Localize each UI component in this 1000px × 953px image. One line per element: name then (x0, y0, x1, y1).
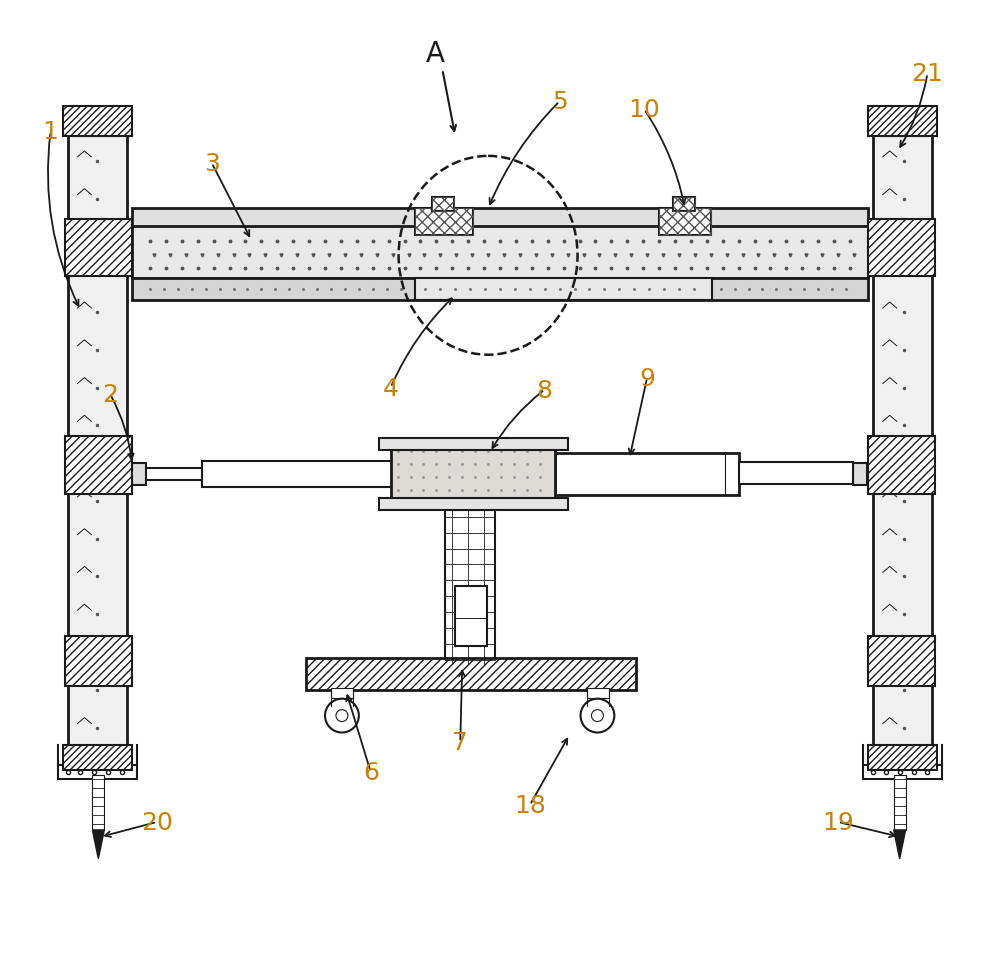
Text: 18: 18 (514, 793, 546, 818)
Text: 4: 4 (383, 376, 399, 400)
Bar (868, 637, 935, 686)
Bar (432, 197, 454, 212)
Bar (132, 227, 868, 279)
Bar (673, 197, 695, 212)
Bar (415, 209, 473, 236)
Bar (331, 688, 353, 698)
Text: 21: 21 (912, 62, 943, 87)
Bar (868, 745, 937, 770)
Bar (432, 197, 454, 212)
Bar (58, 765, 137, 780)
Bar (306, 659, 636, 690)
Text: 10: 10 (628, 98, 660, 122)
Bar (894, 776, 906, 830)
Text: 3: 3 (204, 152, 220, 175)
Bar (379, 498, 568, 510)
Bar (673, 197, 695, 212)
Text: 19: 19 (822, 810, 854, 834)
Text: 8: 8 (537, 378, 553, 402)
Bar (739, 462, 853, 484)
Bar (65, 637, 132, 686)
Bar (415, 209, 473, 236)
Polygon shape (894, 830, 906, 859)
Bar (92, 776, 104, 830)
Text: 6: 6 (363, 760, 379, 784)
Bar (65, 219, 132, 277)
Bar (63, 745, 132, 770)
Polygon shape (92, 830, 104, 859)
Bar (391, 444, 555, 498)
Text: 5: 5 (552, 91, 568, 114)
Bar (873, 122, 932, 758)
Bar (63, 107, 132, 137)
Bar (202, 461, 396, 487)
Bar (68, 122, 127, 758)
Bar (659, 209, 711, 236)
Text: 20: 20 (141, 810, 173, 834)
Bar (445, 510, 495, 664)
Bar (555, 454, 739, 496)
Bar (132, 463, 146, 485)
Bar (868, 107, 937, 137)
Bar (587, 688, 609, 698)
Bar (868, 436, 935, 495)
Bar (65, 436, 132, 495)
Bar (863, 765, 942, 780)
Bar (868, 219, 935, 277)
Bar (659, 209, 711, 236)
Text: 9: 9 (639, 366, 655, 390)
Text: 1: 1 (43, 120, 59, 144)
Bar (379, 438, 568, 451)
Bar (415, 279, 712, 301)
Text: A: A (426, 40, 445, 69)
Bar (455, 587, 487, 646)
Text: 7: 7 (452, 731, 468, 755)
Text: 2: 2 (102, 383, 118, 407)
Bar (132, 209, 868, 228)
Bar (853, 463, 867, 485)
Bar (132, 279, 868, 301)
